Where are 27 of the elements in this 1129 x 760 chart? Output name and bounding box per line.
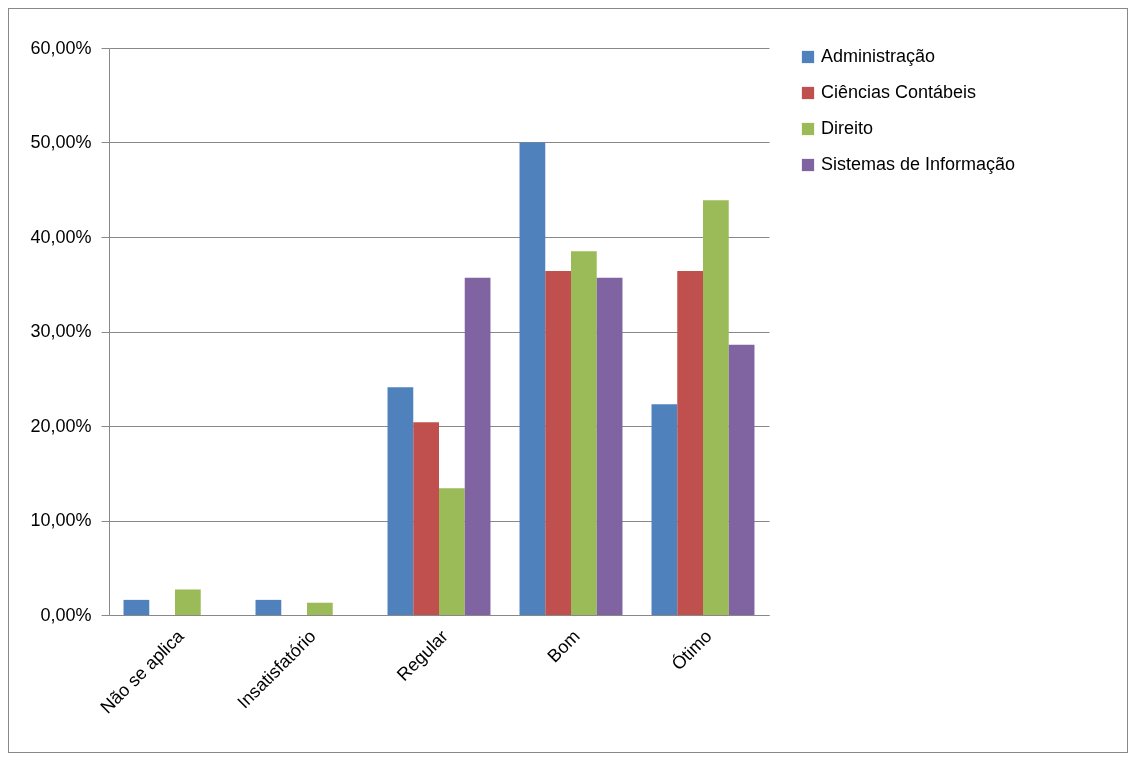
bar	[439, 488, 465, 615]
legend-label: Ciências Contábeis	[821, 82, 977, 102]
bar	[651, 404, 678, 615]
bar	[307, 602, 333, 615]
bar	[728, 344, 755, 615]
bar	[703, 200, 729, 615]
bar	[596, 277, 623, 615]
bar	[519, 142, 546, 615]
bar	[545, 271, 571, 615]
bar	[175, 589, 201, 615]
bar	[123, 599, 150, 615]
legend-label: Administração	[821, 46, 936, 66]
y-tick-label: 20,00%	[30, 415, 92, 436]
bar	[255, 599, 282, 615]
y-tick-label: 0,00%	[40, 604, 92, 625]
y-tick-label: 60,00%	[30, 37, 92, 58]
legend-label: Sistemas de Informação	[821, 154, 1016, 174]
y-tick-label: 30,00%	[30, 321, 92, 341]
legend-label: Direito	[821, 118, 874, 138]
bar	[571, 251, 597, 615]
bar	[413, 422, 439, 615]
bar	[464, 277, 491, 615]
bar	[387, 387, 414, 615]
y-tick-label: 10,00%	[30, 510, 92, 530]
y-tick-label: 50,00%	[30, 132, 92, 152]
bar	[677, 271, 703, 615]
y-tick-label: 40,00%	[30, 226, 92, 247]
